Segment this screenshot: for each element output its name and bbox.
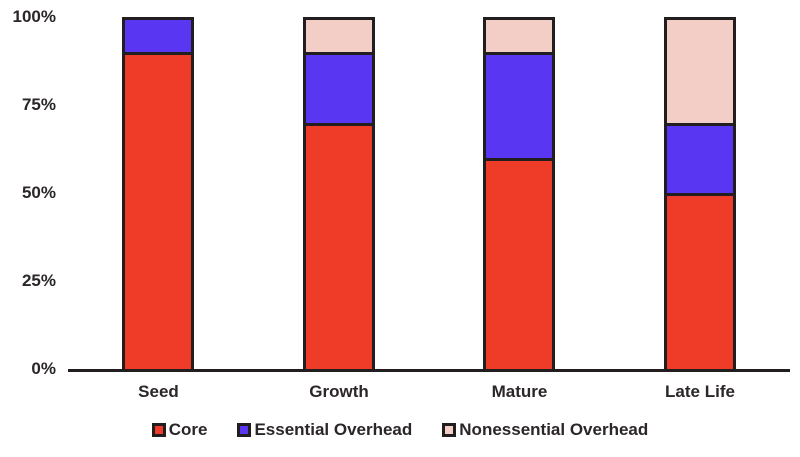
bar-segment-seed-core (122, 52, 195, 369)
plot-area (68, 17, 790, 372)
bar-segment-seed-essential-overhead (122, 17, 195, 53)
chart-legend: Core Essential Overhead Nonessential Ove… (0, 420, 800, 440)
x-category-label-seed: Seed (138, 382, 179, 401)
bar-segment-late-life-nonessential-overhead (663, 17, 736, 123)
legend-swatch-core-icon (151, 423, 166, 437)
bar-segment-mature-essential-overhead (483, 52, 556, 158)
bar-segment-late-life-core (663, 193, 736, 369)
legend-item-nonessential-overhead: Nonessential Overhead (442, 420, 648, 440)
legend-swatch-essential-overhead-icon (237, 423, 252, 437)
bar-late-life (663, 17, 736, 369)
legend-item-essential-overhead: Essential Overhead (237, 420, 412, 440)
bar-growth (302, 17, 375, 369)
x-category-label-latelife: Late Life (665, 382, 735, 401)
y-tick-label-0: 0% (31, 359, 56, 378)
y-tick-label-100: 100% (12, 7, 56, 26)
legend-item-core: Core (151, 420, 208, 440)
bar-mature (483, 17, 556, 369)
legend-label-core: Core (168, 420, 208, 439)
y-tick-label-25: 25% (21, 271, 56, 290)
y-tick-label-50: 50% (21, 183, 56, 202)
bar-segment-growth-essential-overhead (302, 52, 375, 123)
legend-label-nonessential-overhead: Nonessential Overhead (459, 420, 649, 439)
x-category-label-mature: Mature (491, 382, 548, 401)
bar-seed (122, 17, 195, 369)
y-tick-label-75: 75% (21, 95, 56, 114)
x-category-label-growth: Growth (309, 382, 369, 401)
legend-swatch-nonessential-overhead-icon (442, 423, 457, 437)
bar-segment-growth-core (302, 122, 375, 369)
bar-segment-growth-nonessential-overhead (302, 17, 375, 53)
legend-label-essential-overhead: Essential Overhead (254, 420, 413, 439)
bar-segment-late-life-essential-overhead (663, 122, 736, 193)
bar-segment-mature-core (483, 157, 556, 369)
bar-segment-mature-nonessential-overhead (483, 17, 556, 53)
